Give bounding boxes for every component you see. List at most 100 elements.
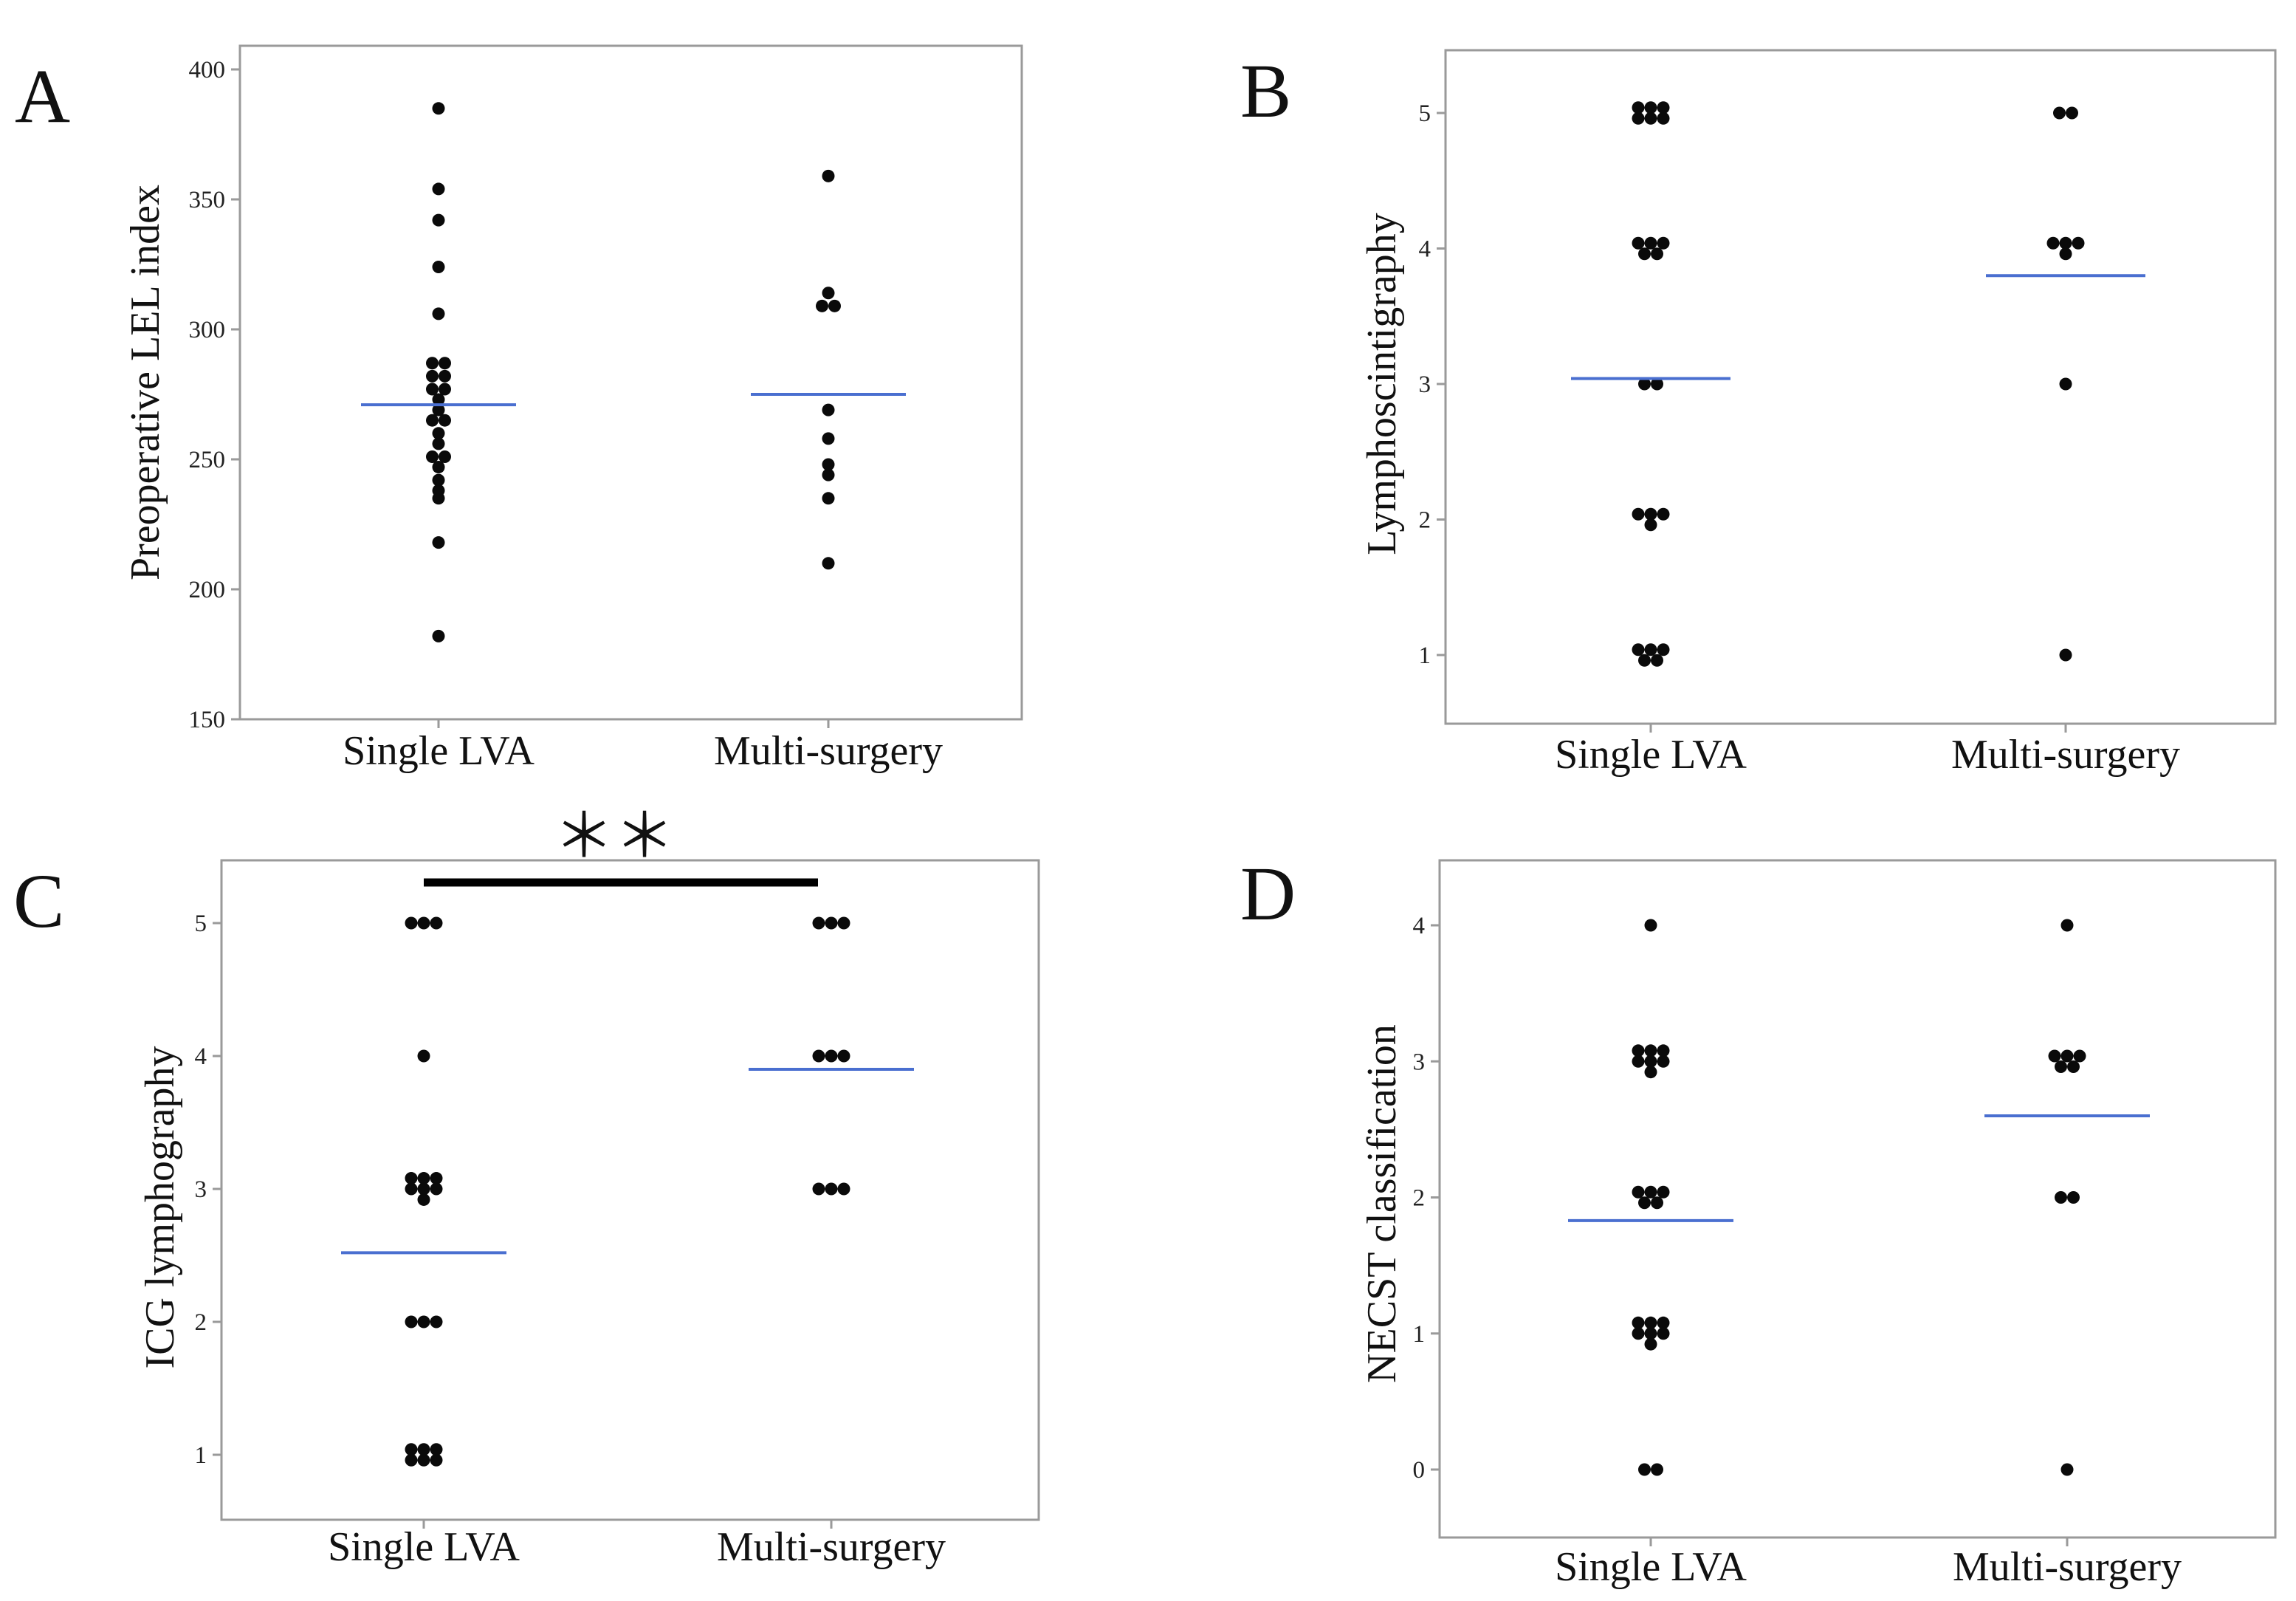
data-point [1644, 1185, 1657, 1199]
data-point [2048, 1049, 2061, 1063]
data-point [1644, 518, 1657, 532]
data-point [1632, 236, 1645, 250]
data-point [405, 1182, 418, 1196]
data-point [2046, 236, 2060, 250]
data-point [1651, 1463, 1663, 1476]
data-point [417, 1315, 430, 1329]
data-point [822, 287, 835, 300]
data-point [405, 1172, 418, 1185]
data-point [2059, 377, 2072, 391]
data-point [2066, 106, 2078, 120]
data-point [822, 468, 835, 481]
y-tick-label: 3 [1419, 371, 1431, 398]
data-point [1657, 1044, 1670, 1057]
data-point [2059, 247, 2072, 261]
data-point [1632, 1327, 1645, 1340]
data-point [1632, 1044, 1645, 1057]
data-point [432, 102, 445, 115]
data-point [1638, 247, 1651, 261]
x-category-label: Multi-surgery [1951, 732, 2180, 778]
data-point [1632, 101, 1645, 114]
data-point [417, 916, 430, 930]
significance-marker: ＊＊ [554, 801, 675, 871]
y-tick-label: 400 [189, 57, 226, 83]
data-point [432, 437, 445, 450]
data-point [432, 473, 445, 487]
data-point [2059, 648, 2072, 662]
data-point [432, 461, 445, 474]
data-point [1657, 1055, 1670, 1068]
data-point [405, 1443, 418, 1456]
plot-frame [1444, 49, 2277, 725]
data-point [825, 1049, 838, 1063]
data-point [417, 1193, 430, 1206]
y-tick-label: 4 [195, 1043, 207, 1070]
data-point [430, 1315, 443, 1329]
data-point [432, 307, 445, 320]
data-point [837, 1182, 850, 1196]
data-point [1632, 507, 1645, 521]
data-point [426, 383, 439, 396]
data-point [1632, 1185, 1645, 1199]
data-point [2072, 236, 2085, 250]
data-point [432, 427, 445, 440]
y-tick-label: 5 [195, 911, 207, 937]
y-tick-label: 2 [1419, 507, 1431, 534]
y-tick-label: 1 [1419, 642, 1431, 669]
y-axis-label: NECST classification [1359, 1024, 1405, 1383]
data-point [822, 169, 835, 182]
data-point [1644, 101, 1657, 114]
data-point [439, 357, 451, 370]
data-point [405, 1453, 418, 1467]
y-tick-label: 350 [189, 187, 226, 213]
data-point [1638, 1196, 1651, 1210]
data-point [417, 1182, 430, 1196]
data-point [2055, 1191, 2067, 1204]
data-point [432, 536, 445, 549]
data-point [2067, 1191, 2080, 1204]
data-point [1632, 1316, 1645, 1329]
y-tick-label: 4 [1413, 913, 1426, 939]
data-point [822, 403, 835, 416]
y-tick-label: 3 [1413, 1049, 1426, 1075]
y-axis-label: ICG lymphography [137, 1046, 183, 1368]
data-point [1657, 101, 1670, 114]
data-point [439, 450, 451, 463]
data-point [430, 1182, 443, 1196]
data-point [822, 458, 835, 471]
data-point [1644, 1044, 1657, 1057]
data-point [837, 1049, 850, 1063]
data-point [822, 557, 835, 570]
data-point [439, 414, 451, 427]
chart-panel-c: C 1 2 3 4 5 Single LVA Multi-surgery ICG lymphog… [13, 801, 1040, 1570]
data-point [812, 916, 825, 930]
data-point [1644, 236, 1657, 250]
data-point [2060, 1049, 2074, 1063]
data-point [1644, 507, 1657, 521]
y-tick-label: 5 [1419, 100, 1431, 127]
x-category-label: Multi-surgery [1953, 1544, 2182, 1590]
y-tick-label: 250 [189, 447, 226, 473]
data-point [2073, 1049, 2086, 1063]
y-tick-label: 1 [195, 1442, 207, 1469]
chart-panel-a: A 150 200 250 300 350 400 Single LVA Multi-surge… [15, 44, 1023, 774]
data-point [1651, 377, 1663, 391]
data-point [432, 403, 445, 416]
y-axis-label: Preoperative LEL index [123, 185, 168, 580]
data-point [426, 414, 439, 427]
data-point [432, 261, 445, 274]
chart-panel-d: D 0 1 2 3 4 Single LVA Multi-surgery NECST class… [1240, 851, 2277, 1590]
data-point [1632, 1055, 1645, 1068]
data-point [430, 1443, 443, 1456]
data-point [432, 629, 445, 642]
data-point [439, 383, 451, 396]
data-point [837, 916, 850, 930]
data-point [1644, 643, 1657, 656]
data-point [822, 432, 835, 445]
data-point [1651, 654, 1663, 667]
data-point [426, 450, 439, 463]
plot-frame [220, 859, 1040, 1521]
x-category-label: Multi-surgery [714, 728, 943, 774]
y-tick-label: 4 [1419, 236, 1431, 263]
x-category-label: Single LVA [1555, 1544, 1747, 1590]
